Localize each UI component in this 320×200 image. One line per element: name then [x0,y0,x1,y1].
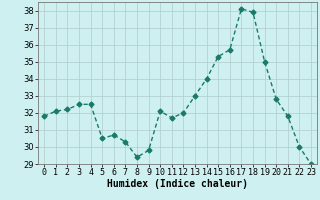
X-axis label: Humidex (Indice chaleur): Humidex (Indice chaleur) [107,179,248,189]
